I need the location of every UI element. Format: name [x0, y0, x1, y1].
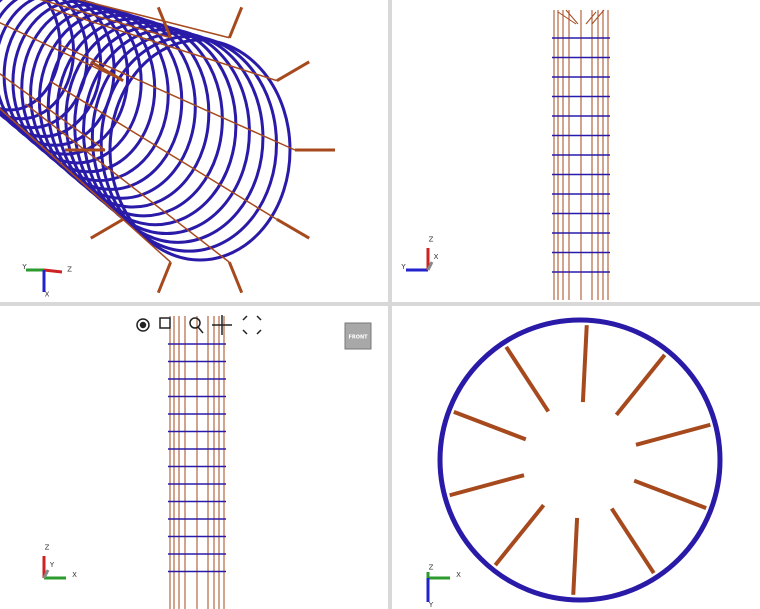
bar-hook [227, 6, 244, 39]
axis-arrow [42, 569, 50, 579]
orbit-icon [139, 321, 147, 329]
longitudinal-bar [39, 0, 171, 39]
axis-arrow [426, 261, 434, 271]
longitudinal-bar [580, 325, 589, 403]
stirrup-ring [437, 317, 723, 603]
zoom-window-button[interactable] [159, 317, 171, 329]
longitudinal-bar [0, 107, 124, 220]
longitudinal-bar [504, 345, 550, 413]
view-cube-label: FRONT [348, 335, 368, 341]
bar-hook [90, 60, 124, 82]
axis-label: X [72, 571, 77, 579]
longitudinal-bar [635, 422, 711, 447]
axis-label: Y [21, 263, 27, 271]
longitudinal-bar [24, 103, 230, 263]
fit-button[interactable] [242, 315, 262, 335]
longitudinal-bar [0, 73, 106, 151]
rebar-geometry [0, 0, 723, 609]
axis-label: X [456, 571, 461, 579]
axis-label: Z [45, 544, 50, 552]
longitudinal-bar [633, 478, 707, 510]
axis-label: Y [400, 263, 406, 271]
axis-label: Z [429, 564, 434, 572]
longitudinal-bar [610, 507, 656, 575]
axis-label: X [434, 253, 439, 261]
bar-hook [156, 6, 173, 39]
viewport-front[interactable] [0, 306, 388, 609]
longitudinal-bar [449, 473, 525, 498]
axis-label: Z [67, 266, 72, 274]
bar-hook [156, 261, 173, 294]
view-cube-face[interactable] [344, 322, 372, 350]
axis-label: Y [428, 601, 434, 609]
longitudinal-bar [50, 7, 278, 82]
longitudinal-bar [614, 353, 667, 417]
axis-triads: Y Z X Y Z X Z X Y Z X Y [21, 236, 461, 609]
orbit-button[interactable] [136, 318, 150, 332]
longitudinal-bar [453, 410, 527, 442]
bar-hook [90, 218, 124, 240]
toolbar [136, 315, 262, 335]
axis-label: Y [49, 561, 55, 569]
axis-arrow [43, 268, 63, 274]
zoom-button[interactable] [189, 317, 201, 329]
bar-hook [227, 261, 244, 294]
longitudinal-bar [571, 517, 580, 595]
zoom-handle [197, 326, 204, 334]
cage-3d [0, 0, 335, 294]
viewport-side[interactable] [392, 0, 760, 302]
axis-label: X [45, 291, 50, 299]
longitudinal-bar [59, 44, 296, 151]
longitudinal-bar [493, 503, 546, 567]
longitudinal-bar [0, 22, 124, 82]
stirrup-ring [20, 3, 157, 174]
axis-label: Z [429, 236, 434, 244]
longitudinal-bar [50, 80, 278, 220]
longitudinal-bar [77, 0, 230, 39]
bar-hook [276, 218, 310, 240]
bar-hooks [557, 9, 605, 25]
bar-hook [276, 60, 310, 82]
view-cube[interactable]: FRONT [344, 322, 372, 350]
